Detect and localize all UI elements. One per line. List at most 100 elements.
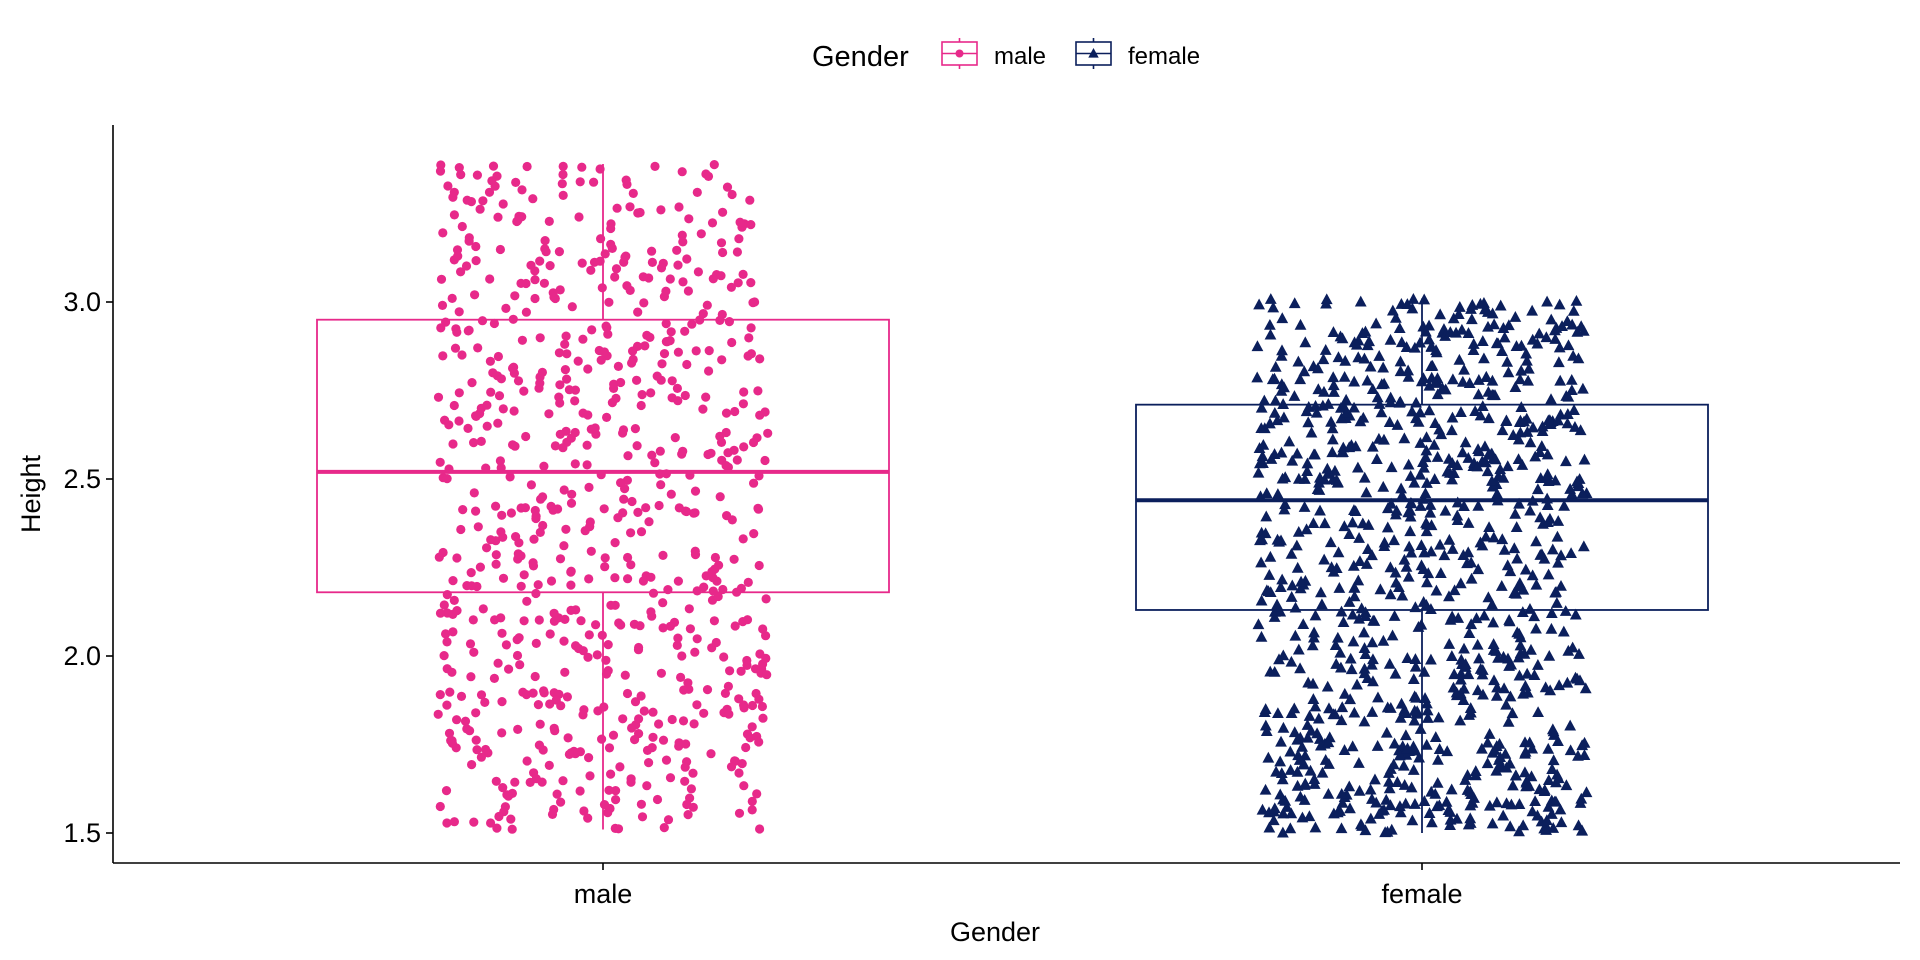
data-point: [1421, 704, 1434, 716]
data-point: [559, 485, 569, 495]
data-point: [521, 278, 531, 289]
data-point: [1564, 482, 1577, 494]
data-point: [1259, 719, 1272, 731]
data-point: [1493, 760, 1505, 772]
data-point: [489, 673, 499, 684]
data-point: [1429, 417, 1442, 428]
data-point: [665, 621, 676, 631]
data-point: [730, 621, 740, 631]
data-point: [450, 343, 461, 353]
data-point: [530, 275, 540, 285]
data-point: [592, 650, 602, 660]
data-point: [510, 291, 520, 301]
data-point: [727, 337, 737, 348]
data-point: [1264, 328, 1277, 340]
data-point: [448, 576, 458, 586]
data-point: [1456, 323, 1468, 335]
legend: Gender male female: [812, 38, 1200, 73]
data-point: [1302, 416, 1315, 428]
data-point: [1454, 673, 1467, 685]
data-point: [1301, 457, 1314, 469]
data-point: [1354, 555, 1366, 567]
data-point: [495, 456, 505, 466]
data-point: [672, 640, 682, 651]
data-point: [666, 327, 676, 337]
data-point: [1561, 408, 1574, 419]
data-point: [1258, 394, 1271, 406]
data-point: [730, 406, 740, 417]
data-point: [658, 623, 668, 633]
data-point: [1390, 576, 1403, 588]
data-point: [1504, 565, 1517, 577]
data-point: [1327, 326, 1340, 337]
y-tick-label: 2.5: [63, 464, 101, 494]
data-point: [1572, 352, 1585, 364]
data-point: [1308, 777, 1321, 789]
data-point: [1337, 616, 1350, 627]
data-point: [586, 265, 596, 275]
data-point: [438, 547, 448, 558]
data-point: [630, 424, 641, 434]
data-point: [1408, 704, 1421, 716]
data-point: [616, 377, 626, 388]
data-point: [460, 716, 471, 726]
data-point: [541, 247, 551, 257]
data-point: [1465, 313, 1478, 325]
data-point: [481, 744, 491, 755]
data-point: [1502, 715, 1515, 727]
data-point: [1552, 414, 1565, 426]
data-point: [1506, 779, 1519, 791]
data-point: [1396, 589, 1409, 601]
data-point: [639, 706, 649, 716]
data-point: [544, 760, 554, 771]
data-point: [1425, 545, 1438, 557]
data-point: [690, 508, 700, 518]
data-point: [1387, 758, 1400, 770]
data-point: [1469, 769, 1482, 781]
data-point: [1271, 533, 1284, 545]
data-point: [1564, 744, 1577, 756]
data-point: [1264, 293, 1277, 304]
data-point: [1500, 414, 1513, 426]
data-point: [690, 647, 700, 657]
data-point: [444, 464, 454, 474]
data-point: [454, 416, 464, 426]
data-point: [562, 692, 573, 702]
legend-label-male: male: [994, 43, 1046, 70]
data-point: [560, 614, 570, 625]
data-point: [1482, 412, 1495, 424]
data-point: [1494, 299, 1507, 311]
data-point: [1444, 613, 1457, 625]
data-point: [1547, 725, 1560, 737]
data-point: [656, 205, 666, 215]
data-point: [1326, 422, 1339, 434]
data-point: [447, 293, 457, 303]
data-point: [680, 776, 690, 786]
data-point: [575, 177, 585, 187]
data-point: [1398, 432, 1411, 444]
data-point: [752, 789, 762, 799]
data-point: [1366, 549, 1378, 561]
data-point: [1530, 622, 1542, 634]
data-point: [1364, 812, 1377, 824]
data-point: [583, 652, 593, 662]
data-point: [692, 700, 702, 710]
data-point: [1292, 643, 1305, 655]
data-point: [1408, 476, 1421, 488]
data-point: [1358, 667, 1371, 679]
data-point: [531, 513, 541, 524]
data-point: [658, 598, 668, 608]
data-point: [1556, 320, 1568, 332]
data-point: [610, 600, 620, 610]
data-point: [1402, 506, 1415, 518]
data-point: [583, 364, 593, 374]
data-point: [704, 346, 714, 356]
x-tick-label: female: [1381, 879, 1462, 909]
data-point: [635, 621, 645, 631]
data-point: [1338, 687, 1351, 699]
data-point: [1332, 476, 1344, 488]
data-point: [1331, 631, 1344, 643]
data-point: [634, 714, 644, 724]
data-point: [1384, 561, 1397, 573]
data-point: [555, 554, 566, 564]
